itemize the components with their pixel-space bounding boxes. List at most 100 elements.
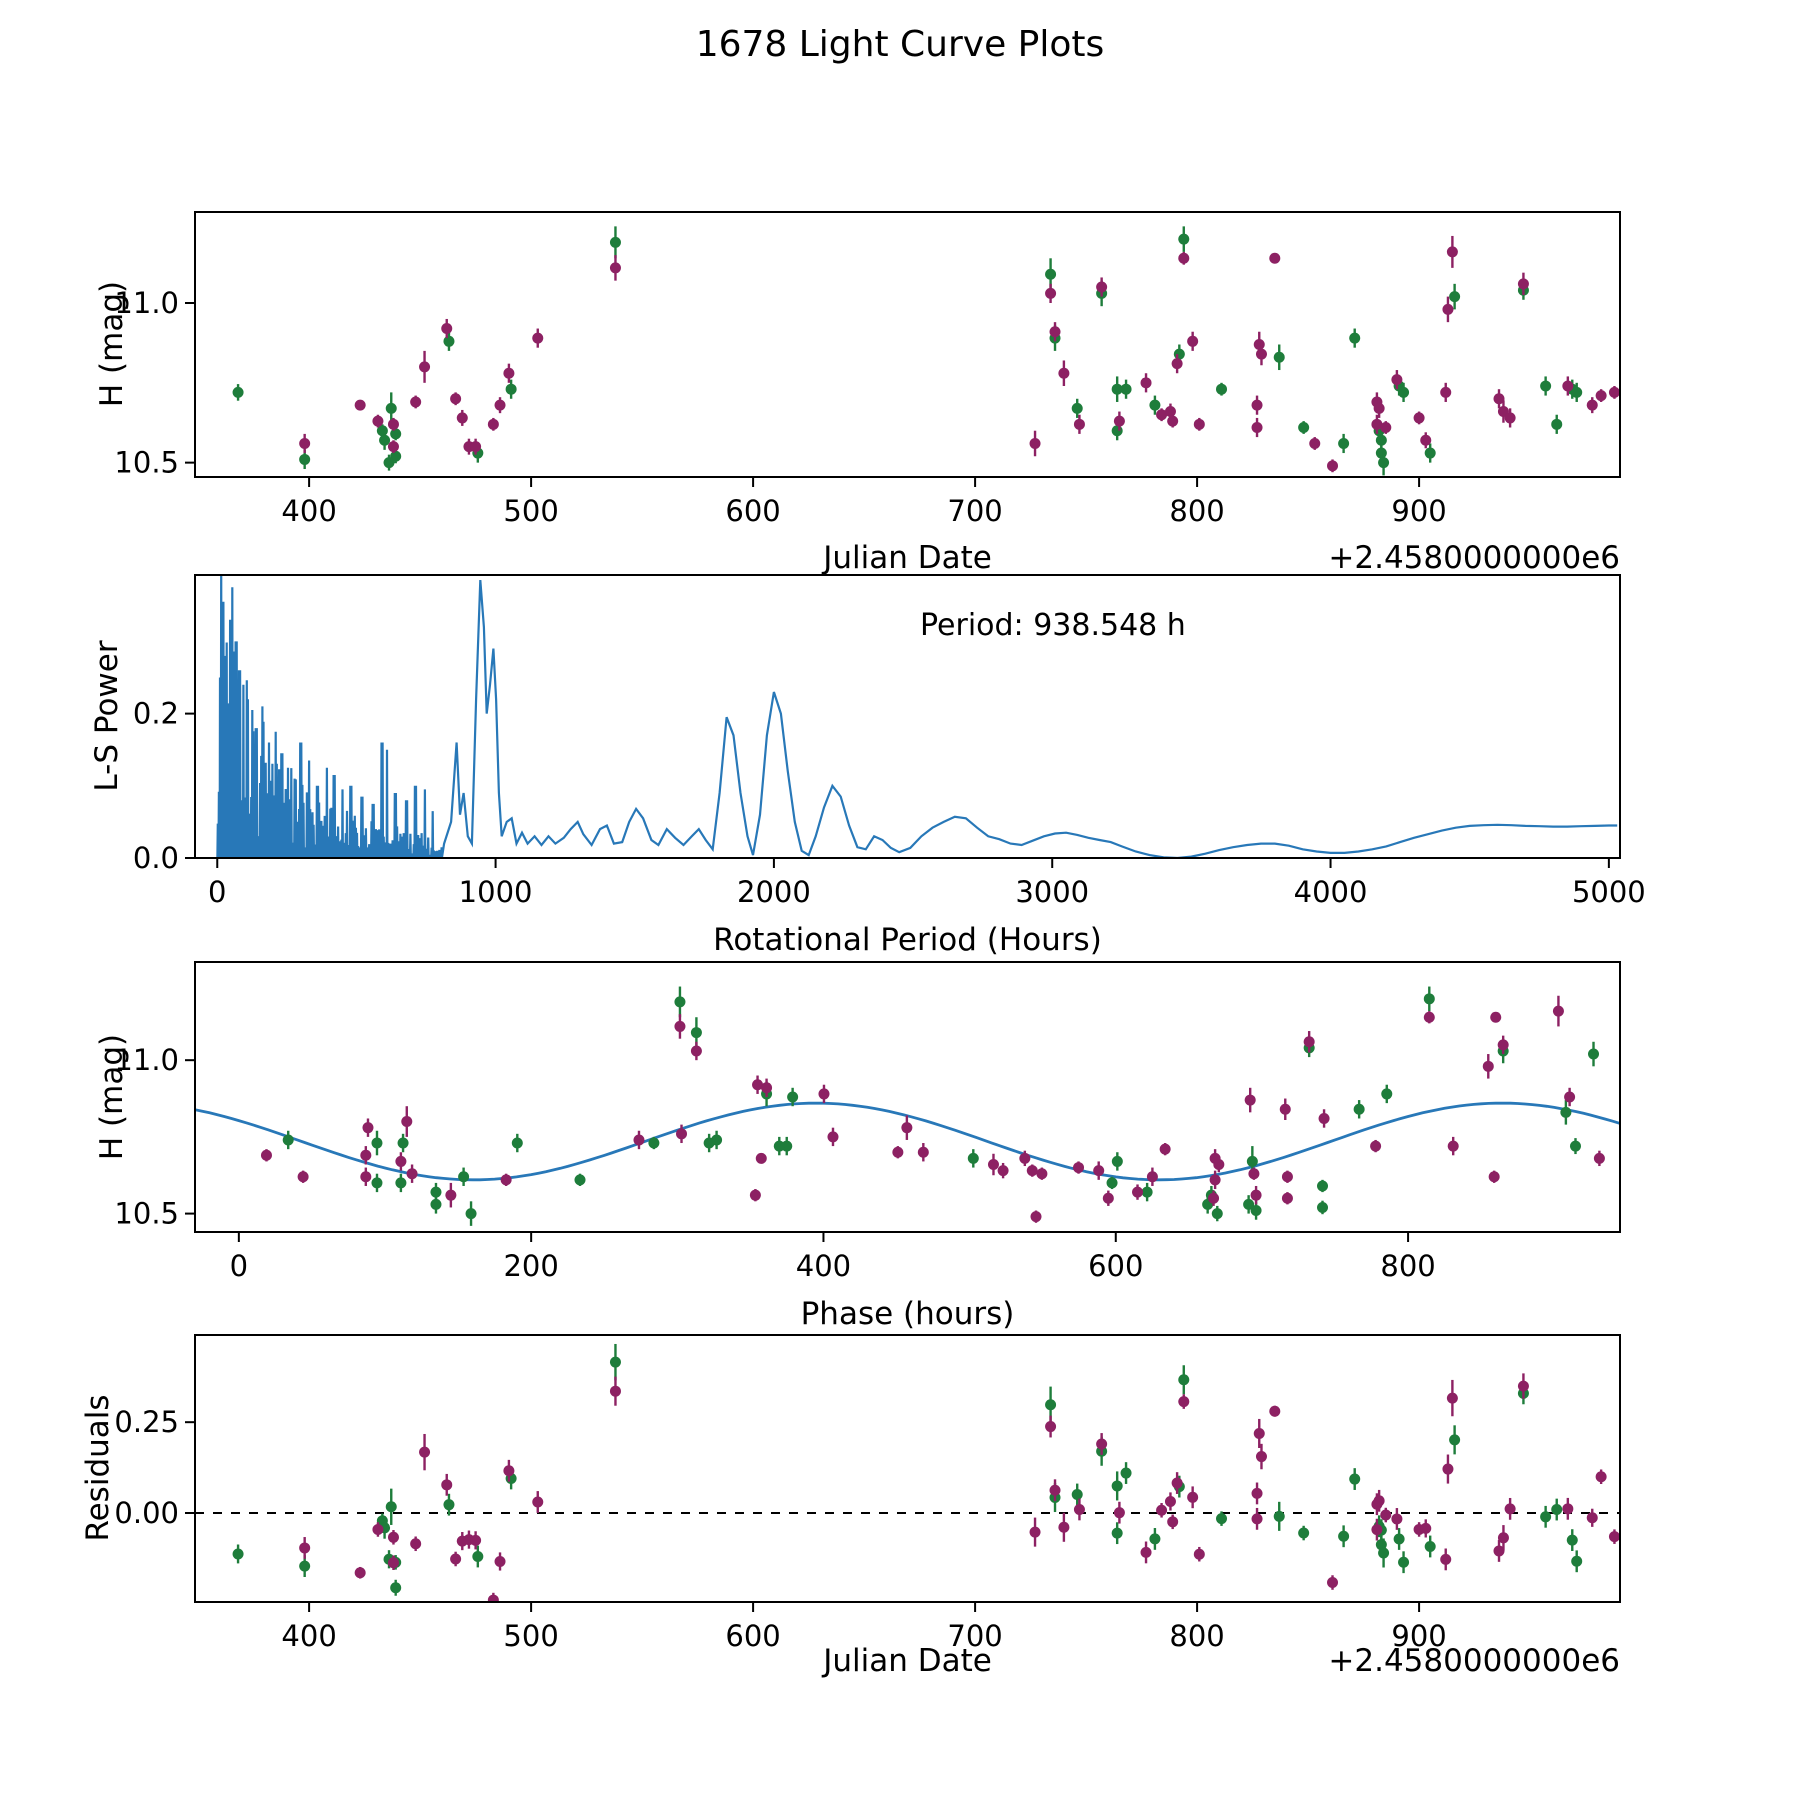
data-point: [458, 1171, 470, 1183]
data-point: [1167, 1516, 1179, 1528]
data-point: [1373, 1495, 1385, 1507]
data-point: [1211, 1208, 1223, 1220]
data-point: [1187, 1491, 1199, 1503]
data-point: [1490, 1011, 1502, 1023]
data-point: [1504, 1503, 1516, 1515]
y-tick-label: 0.00: [114, 1496, 179, 1530]
data-point: [1120, 383, 1132, 395]
data-point: [1540, 1511, 1552, 1523]
x-tick-label: 600: [725, 494, 780, 528]
data-point: [379, 434, 391, 446]
data-point: [410, 396, 422, 408]
data-point: [1413, 412, 1425, 424]
data-point: [1071, 1488, 1083, 1500]
data-point: [1608, 1531, 1620, 1543]
data-point: [371, 1137, 383, 1149]
data-point: [1447, 1140, 1459, 1152]
data-point: [395, 1155, 407, 1167]
data-point: [1370, 1140, 1382, 1152]
data-point: [1244, 1094, 1256, 1106]
data-point: [419, 361, 431, 373]
data-point: [1540, 380, 1552, 392]
data-point: [633, 1134, 645, 1146]
data-point: [1045, 1399, 1057, 1411]
data-point: [609, 262, 621, 274]
data-point: [609, 236, 621, 248]
data-point: [1327, 1577, 1339, 1589]
data-point: [703, 1137, 715, 1149]
data-point: [1058, 367, 1070, 379]
data-point: [1178, 233, 1190, 245]
model-fit-curve: [195, 1101, 1620, 1182]
data-point: [1586, 399, 1598, 411]
data-point: [470, 1534, 482, 1546]
data-point: [1171, 358, 1183, 370]
data-point: [1251, 1513, 1263, 1525]
data-point: [1045, 268, 1057, 280]
data-point: [1149, 399, 1161, 411]
data-point: [360, 1149, 372, 1161]
data-point: [1273, 1510, 1285, 1522]
data-point: [354, 1567, 366, 1579]
data-point: [1045, 1421, 1057, 1433]
plot-area-phase_curve: [195, 986, 1620, 1226]
data-point: [1029, 1526, 1041, 1538]
data-point: [609, 1356, 621, 1368]
data-point: [443, 1499, 455, 1511]
data-point: [1371, 1524, 1383, 1536]
data-point: [1111, 1480, 1123, 1492]
data-point: [1096, 281, 1108, 293]
data-point: [1111, 425, 1123, 437]
data-point: [1106, 1177, 1118, 1189]
plot-area-periodogram: [216, 575, 1618, 858]
data-point: [1167, 415, 1179, 427]
data-point: [465, 1208, 477, 1220]
data-point: [1073, 418, 1085, 430]
data-point: [1071, 402, 1083, 414]
x-tick-label: 500: [503, 494, 558, 528]
data-point: [1380, 422, 1392, 434]
data-point: [1391, 374, 1403, 386]
data-point: [450, 1553, 462, 1565]
data-point: [1253, 339, 1265, 350]
data-point: [456, 412, 468, 424]
data-point: [1446, 1392, 1458, 1404]
data-point: [362, 1122, 374, 1134]
data-point: [450, 393, 462, 405]
x-tick-label: 2000: [737, 875, 811, 909]
x-tick-label: 900: [1391, 494, 1446, 528]
data-point: [299, 1560, 311, 1572]
x-tick-label: 600: [725, 1619, 780, 1653]
data-point: [1049, 326, 1061, 338]
x-tick-label: 4000: [1294, 875, 1368, 909]
data-point: [1562, 1503, 1574, 1515]
data-point: [1036, 1168, 1048, 1180]
data-point: [917, 1146, 929, 1158]
data-point: [648, 1137, 660, 1149]
data-point: [401, 1116, 413, 1128]
data-point: [1298, 1527, 1310, 1539]
data-point: [1571, 386, 1583, 398]
x-tick-label: 0: [230, 1249, 248, 1283]
data-point: [1093, 1165, 1105, 1177]
data-point: [1255, 1451, 1267, 1463]
x-tick-label: 700: [947, 1619, 1002, 1653]
data-point: [1178, 1374, 1190, 1386]
data-point: [1193, 1548, 1205, 1560]
data-point: [574, 1174, 586, 1186]
data-point: [1595, 390, 1607, 402]
x-tick-label: 1000: [459, 875, 533, 909]
data-point: [1156, 409, 1168, 421]
data-point: [387, 418, 399, 430]
data-point: [1243, 1198, 1255, 1210]
data-point: [511, 1137, 523, 1149]
data-point: [1209, 1174, 1221, 1186]
data-point: [1560, 1106, 1572, 1118]
data-point: [1440, 1553, 1452, 1565]
data-point: [1378, 1547, 1390, 1559]
data-point: [1424, 447, 1436, 459]
data-point: [472, 1551, 484, 1563]
data-point: [1423, 993, 1435, 1005]
data-point: [1497, 1532, 1509, 1544]
data-point: [1208, 1192, 1220, 1204]
